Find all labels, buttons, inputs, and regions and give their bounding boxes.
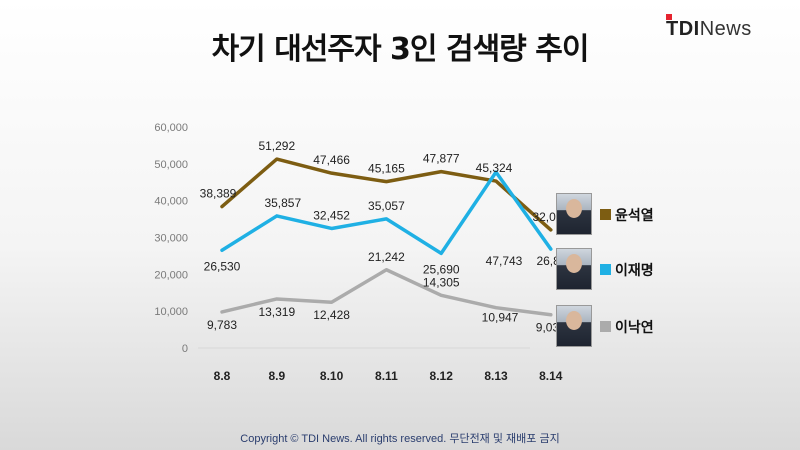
y-tick-label: 20,000 xyxy=(154,269,188,281)
data-label: 35,857 xyxy=(264,196,301,210)
data-label: 35,057 xyxy=(368,199,405,213)
series-line-1 xyxy=(220,157,553,232)
y-tick-label: 30,000 xyxy=(154,233,188,245)
data-label: 47,466 xyxy=(313,153,350,167)
portrait-photo-icon xyxy=(556,193,592,235)
data-label: 21,242 xyxy=(368,250,405,264)
brand-wordmark: TDINews xyxy=(666,18,752,41)
brand-mark-icon xyxy=(666,14,672,20)
data-label: 45,324 xyxy=(476,161,513,175)
copyright-footer: Copyright © TDI News. All rights reserve… xyxy=(240,433,560,445)
data-label: 26,530 xyxy=(204,259,241,273)
data-label: 51,292 xyxy=(258,139,295,153)
x-tick-label: 8.12 xyxy=(430,369,454,383)
legend-label: 이낙연 xyxy=(615,320,654,336)
y-tick-label: 10,000 xyxy=(154,306,188,318)
data-label: 10,947 xyxy=(482,311,519,325)
data-label: 45,165 xyxy=(368,162,405,176)
data-label: 47,877 xyxy=(423,152,460,166)
data-label: 12,428 xyxy=(313,308,350,322)
y-tick-label: 0 xyxy=(182,343,188,355)
y-tick-label: 60,000 xyxy=(154,122,188,134)
legend-swatch xyxy=(600,264,611,275)
legend-label: 이재명 xyxy=(615,263,654,279)
brand-rest: News xyxy=(699,18,752,40)
data-label: 14,305 xyxy=(423,275,460,289)
series-line-3 xyxy=(220,268,553,317)
data-label: 9,783 xyxy=(207,318,237,332)
y-tick-label: 50,000 xyxy=(154,159,188,171)
x-tick-label: 8.9 xyxy=(268,369,285,383)
data-label: 32,452 xyxy=(313,208,350,222)
x-tick-label: 8.10 xyxy=(320,369,344,383)
brand-bold: TDI xyxy=(666,18,700,40)
x-tick-label: 8.11 xyxy=(375,369,398,383)
x-tick-label: 8.8 xyxy=(214,369,231,383)
x-tick-label: 8.14 xyxy=(539,369,563,383)
data-label: 47,743 xyxy=(486,254,523,268)
y-tick-label: 40,000 xyxy=(154,196,188,208)
legend-swatch xyxy=(600,209,611,220)
x-tick-label: 8.13 xyxy=(484,369,508,383)
legend-label: 윤석열 xyxy=(615,208,654,224)
data-label: 13,319 xyxy=(258,305,295,319)
portrait-photo-icon xyxy=(556,248,592,290)
legend-swatch xyxy=(600,321,611,332)
data-label: 38,389 xyxy=(200,187,237,201)
data-label: 25,690 xyxy=(423,262,460,276)
series-line-2 xyxy=(220,170,553,256)
brand-logo: TDINews xyxy=(666,12,786,42)
chart-title: 차기 대선주자 3인 검색량 추이 xyxy=(211,32,590,67)
portrait-photo-icon xyxy=(556,305,592,347)
